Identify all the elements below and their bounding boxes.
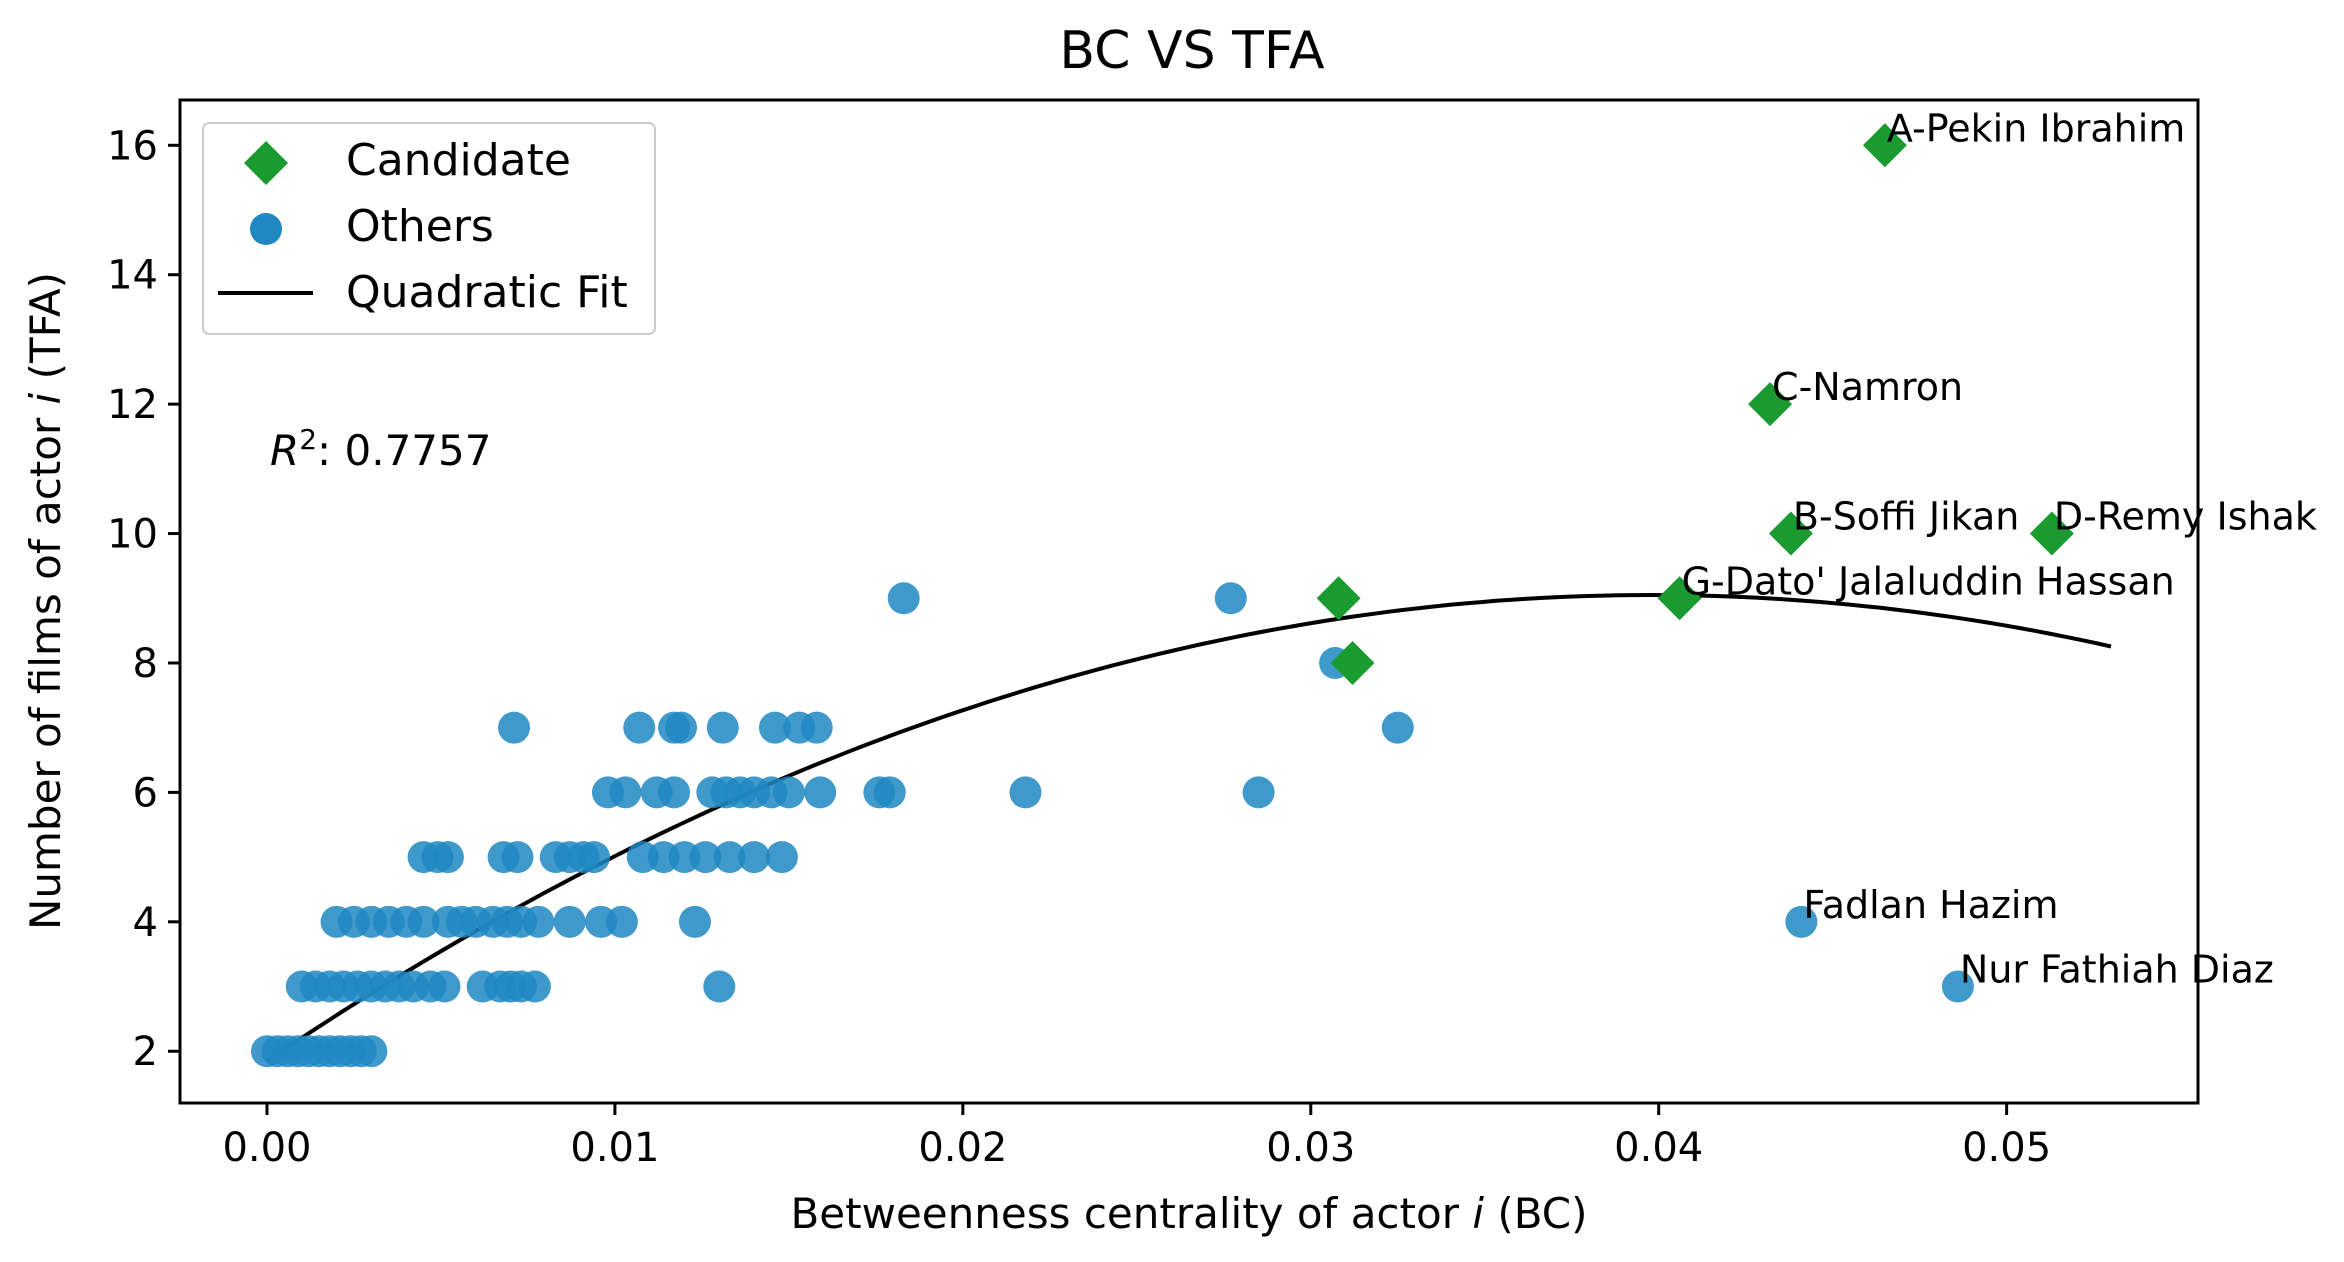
others-point bbox=[609, 776, 642, 809]
data-points bbox=[250, 123, 2074, 1068]
candidate-point bbox=[1748, 382, 1793, 427]
candidate-point bbox=[1862, 123, 1907, 168]
others-point bbox=[501, 841, 534, 874]
y-tick-label: 4 bbox=[133, 900, 158, 946]
others-point bbox=[758, 711, 791, 744]
x-axis-label: Betweenness centrality of actor i (BC) bbox=[790, 1189, 1587, 1238]
others-point bbox=[355, 1035, 388, 1068]
y-tick-label: 10 bbox=[107, 512, 158, 558]
x-axis-label-suffix: (BC) bbox=[1484, 1189, 1588, 1238]
others-point bbox=[665, 711, 698, 744]
others-point bbox=[1009, 776, 1042, 809]
r-squared-symbol: R bbox=[270, 426, 299, 475]
others-point bbox=[498, 711, 531, 744]
point-annotation: A-Pekin Ibrahim bbox=[1887, 106, 2185, 150]
others-point bbox=[765, 841, 798, 874]
x-tick-label: 0.05 bbox=[1962, 1125, 2051, 1171]
quadratic-fit-line bbox=[265, 592, 2112, 1063]
others-point bbox=[887, 582, 920, 615]
others-point bbox=[772, 776, 805, 809]
point-annotation: Fadlan Hazim bbox=[1803, 883, 2058, 927]
x-tick-label: 0.04 bbox=[1614, 1125, 1703, 1171]
others-point bbox=[431, 841, 464, 874]
others-point bbox=[678, 905, 711, 938]
others-point bbox=[623, 711, 656, 744]
others-point bbox=[800, 711, 833, 744]
others-point bbox=[804, 776, 837, 809]
others-point bbox=[1941, 970, 1974, 1003]
y-tick-label: 12 bbox=[107, 382, 158, 428]
others-point bbox=[1214, 582, 1247, 615]
point-annotation: B-Soffi Jikan bbox=[1793, 495, 2019, 539]
y-axis-label-var: i bbox=[21, 392, 70, 404]
others-point bbox=[713, 841, 746, 874]
y-axis-label-suffix: (TFA) bbox=[21, 272, 70, 393]
others-point bbox=[706, 711, 739, 744]
legend-candidate-label: Candidate bbox=[346, 135, 571, 186]
others-point bbox=[1242, 776, 1275, 809]
legend-box bbox=[202, 122, 656, 335]
others-point bbox=[658, 776, 691, 809]
y-tick-label: 8 bbox=[133, 641, 158, 687]
others-point bbox=[703, 970, 736, 1003]
axis-ticks: 0.00 0.01 0.02 0.03 0.04 0.05 2 4 6 8 10 12 14 16 bbox=[107, 123, 2051, 1171]
others-point bbox=[689, 841, 722, 874]
y-axis-label-prefix: Number of films of actor bbox=[21, 404, 70, 930]
r-squared-label: R2: 0.7757 bbox=[270, 423, 491, 475]
y-tick-label: 16 bbox=[107, 123, 158, 169]
others-point bbox=[428, 970, 461, 1003]
chart-title: BC VS TFA bbox=[1059, 21, 1325, 81]
legend-candidate-marker bbox=[244, 141, 288, 185]
candidate-point bbox=[1330, 640, 1375, 685]
legend-fit-label: Quadratic Fit bbox=[346, 267, 628, 318]
point-annotation: C-Namron bbox=[1772, 365, 1963, 409]
legend-others-label: Others bbox=[346, 201, 494, 252]
plot-frame bbox=[178, 98, 2200, 1105]
legend-others-marker bbox=[250, 213, 282, 245]
x-tick-label: 0.03 bbox=[1266, 1125, 1355, 1171]
point-annotations: A-Pekin Ibrahim C-Namron B-Soffi Jikan D-Re… bbox=[1682, 106, 2317, 991]
others-point bbox=[522, 905, 555, 938]
point-annotation: G-Dato' Jalaluddin Hassan bbox=[1682, 559, 2175, 603]
others-point bbox=[578, 841, 611, 874]
candidate-point bbox=[2029, 511, 2074, 556]
point-annotation: Nur Fathiah Diaz bbox=[1960, 948, 2274, 992]
x-axis-label-prefix: Betweenness centrality of actor bbox=[790, 1189, 1472, 1238]
y-tick-label: 2 bbox=[133, 1029, 158, 1075]
others-point bbox=[605, 905, 638, 938]
others-point bbox=[1785, 905, 1818, 938]
others-point bbox=[873, 776, 906, 809]
candidate-point bbox=[1768, 511, 1813, 556]
r-squared-superscript: 2 bbox=[299, 423, 317, 456]
others-point bbox=[407, 905, 440, 938]
y-tick-label: 14 bbox=[107, 253, 158, 299]
legend: Candidate Others Quadratic Fit bbox=[202, 122, 656, 335]
x-tick-label: 0.02 bbox=[918, 1125, 1007, 1171]
x-tick-label: 0.00 bbox=[222, 1125, 311, 1171]
fit-layer bbox=[265, 592, 2112, 1063]
x-tick-label: 0.01 bbox=[570, 1125, 659, 1171]
others-point bbox=[518, 970, 551, 1003]
y-axis-label: Number of films of actor i (TFA) bbox=[21, 272, 70, 930]
point-annotation: D-Remy Ishak bbox=[2054, 495, 2317, 539]
x-axis-label-var: i bbox=[1472, 1189, 1484, 1238]
others-point bbox=[1381, 711, 1414, 744]
others-point bbox=[553, 905, 586, 938]
candidate-point bbox=[1657, 576, 1702, 621]
y-tick-label: 6 bbox=[133, 770, 158, 816]
r-squared-value: : 0.7757 bbox=[317, 426, 491, 475]
candidate-point bbox=[1316, 576, 1361, 621]
others-point bbox=[738, 841, 771, 874]
